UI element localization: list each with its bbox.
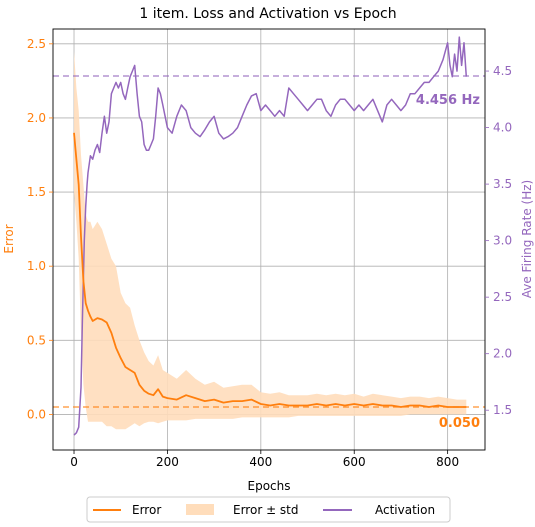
activation-line xyxy=(73,36,468,436)
error-std-band-layer xyxy=(74,51,467,430)
x-tick-label: 600 xyxy=(343,455,366,469)
reference-lines: 0.050 4.456 Hz xyxy=(53,75,485,431)
legend-activation-label: Activation xyxy=(375,503,435,517)
series-layer xyxy=(73,36,468,436)
grid xyxy=(53,29,485,450)
x-axis: 0 200 400 600 800 xyxy=(70,450,459,469)
x-tick-label: 400 xyxy=(249,455,272,469)
y-axis-left: 0.0 0.5 1.0 1.5 2.0 2.5 xyxy=(27,37,53,421)
legend-band-label: Error ± std xyxy=(233,503,299,517)
y-left-tick-label: 2.5 xyxy=(27,37,46,51)
y-right-tick-label: 4.5 xyxy=(493,64,512,78)
y-right-tick-label: 1.5 xyxy=(493,403,512,417)
legend: Error Error ± std Activation xyxy=(86,496,451,523)
error-reference-label: 0.050 xyxy=(439,416,480,431)
y-right-tick-label: 3.5 xyxy=(493,177,512,191)
y-left-tick-label: 2.0 xyxy=(27,111,46,125)
legend-error-label: Error xyxy=(132,503,161,517)
legend-frame xyxy=(86,496,451,523)
x-tick-label: 200 xyxy=(156,455,179,469)
x-tick-label: 0 xyxy=(70,455,78,469)
error-line xyxy=(73,132,467,408)
y-left-tick-label: 1.5 xyxy=(27,185,46,199)
y-right-tick-label: 3.0 xyxy=(493,234,512,248)
x-axis-label: Epochs xyxy=(248,479,291,493)
chart-title: 1 item. Loss and Activation vs Epoch xyxy=(139,6,396,22)
error-std-band xyxy=(74,51,467,430)
y-right-tick-label: 2.5 xyxy=(493,290,512,304)
activation-reference-label: 4.456 Hz xyxy=(416,93,480,108)
y-left-tick-label: 1.0 xyxy=(27,259,46,273)
y-axis-left-label: Error xyxy=(2,224,16,253)
y-axis-right: 1.5 2.0 2.5 3.0 3.5 4.0 4.5 xyxy=(485,64,512,417)
y-left-tick-label: 0.5 xyxy=(27,333,46,347)
plot-frame xyxy=(52,28,486,451)
y-right-tick-label: 2.0 xyxy=(493,347,512,361)
x-tick-label: 800 xyxy=(436,455,459,469)
y-left-tick-label: 0.0 xyxy=(27,407,46,421)
y-axis-right-label: Ave Firing Rate (Hz) xyxy=(520,180,534,299)
y-right-tick-label: 4.0 xyxy=(493,121,512,135)
legend-band-swatch xyxy=(186,504,214,515)
